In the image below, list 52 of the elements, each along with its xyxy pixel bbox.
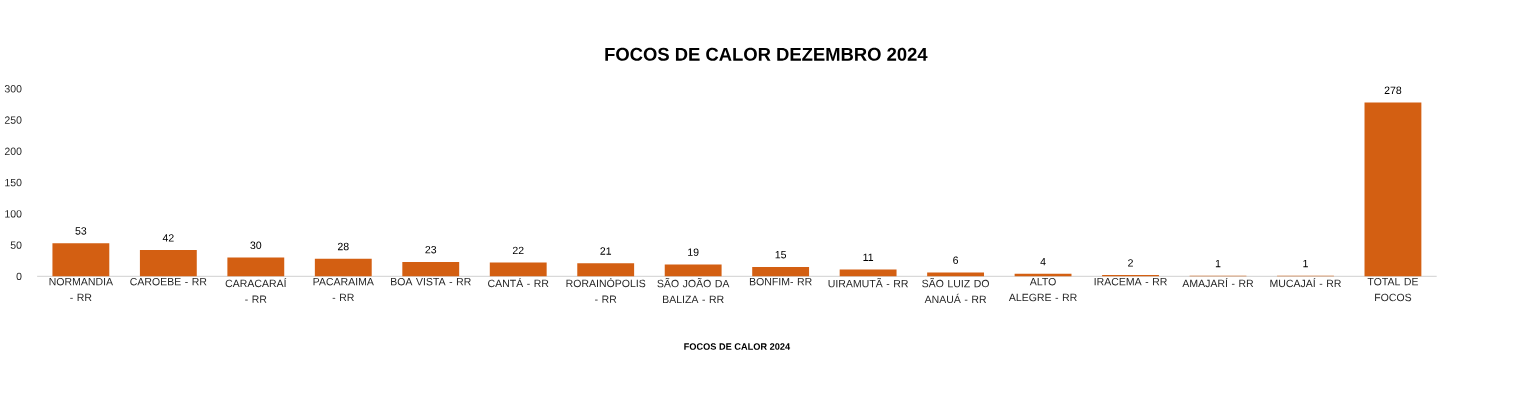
data-label: 30 bbox=[250, 241, 262, 250]
x-tick-label: MUCAJAÍ - RR bbox=[1270, 278, 1341, 288]
data-label: 4 bbox=[1040, 258, 1046, 266]
x-tick-label: AMAJARÍ - RR bbox=[1182, 278, 1254, 288]
x-axis-title: FOCOS DE CALOR 2024 bbox=[684, 343, 791, 351]
bar bbox=[839, 269, 897, 277]
bar bbox=[227, 257, 285, 277]
bar bbox=[577, 263, 635, 277]
bar bbox=[664, 264, 722, 277]
data-label: 1 bbox=[1215, 260, 1221, 268]
data-label: 19 bbox=[688, 248, 699, 257]
data-label: 278 bbox=[1384, 86, 1402, 95]
x-tick-label: TOTAL DE FOCOS bbox=[1367, 278, 1419, 302]
data-label: 1 bbox=[1303, 260, 1308, 268]
y-tick-label: 0 bbox=[16, 272, 22, 281]
data-label: 15 bbox=[775, 251, 787, 259]
bar bbox=[752, 267, 810, 277]
x-tick-label: CAROEBE - RR bbox=[130, 278, 207, 286]
data-label: 21 bbox=[600, 247, 612, 255]
bar bbox=[139, 250, 197, 277]
x-tick-label: PACARAIMA - RR bbox=[313, 278, 374, 302]
bar bbox=[402, 262, 460, 277]
data-label: 53 bbox=[75, 227, 87, 235]
x-tick-label: BONFIM- RR bbox=[749, 278, 812, 286]
y-tick-label: 300 bbox=[4, 85, 22, 93]
data-label: 28 bbox=[337, 243, 349, 251]
bar bbox=[489, 262, 547, 277]
data-label: 2 bbox=[1128, 259, 1133, 267]
data-label: 23 bbox=[425, 246, 437, 254]
x-tick-label: UIRAMUTÃ - RR bbox=[828, 278, 908, 288]
y-tick-label: 250 bbox=[4, 116, 22, 125]
y-tick-label: 100 bbox=[5, 210, 22, 218]
x-tick-label: CANTÁ - RR bbox=[488, 278, 549, 288]
y-tick-label: 50 bbox=[10, 241, 22, 250]
x-tick-label: CARACARAÍ - RR bbox=[225, 278, 287, 304]
x-tick-label: BOA VISTA - RR bbox=[391, 278, 471, 286]
bar bbox=[52, 243, 110, 277]
x-tick-label: SÃO JOÃO DA BALIZA - RR bbox=[657, 278, 730, 304]
x-tick-label: NORMANDIA - RR bbox=[49, 278, 114, 302]
data-label: 42 bbox=[162, 234, 174, 242]
data-label: 11 bbox=[863, 253, 874, 262]
x-tick-label: IRACEMA - RR bbox=[1094, 278, 1167, 286]
chart-title: FOCOS DE CALOR DEZEMBRO 2024 bbox=[605, 47, 928, 62]
bar bbox=[314, 259, 372, 277]
x-tick-label: SÃO LUIZ DO ANAUÁ - RR bbox=[922, 278, 989, 304]
data-label: 22 bbox=[512, 246, 524, 255]
bar bbox=[1364, 102, 1422, 277]
x-tick-label: RORAINÓPOLIS - RR bbox=[566, 278, 646, 304]
y-tick-label: 150 bbox=[5, 179, 22, 187]
y-tick-label: 200 bbox=[4, 147, 22, 156]
x-tick-label: ALTO ALEGRE - RR bbox=[1008, 278, 1077, 302]
data-label: 6 bbox=[953, 256, 959, 265]
